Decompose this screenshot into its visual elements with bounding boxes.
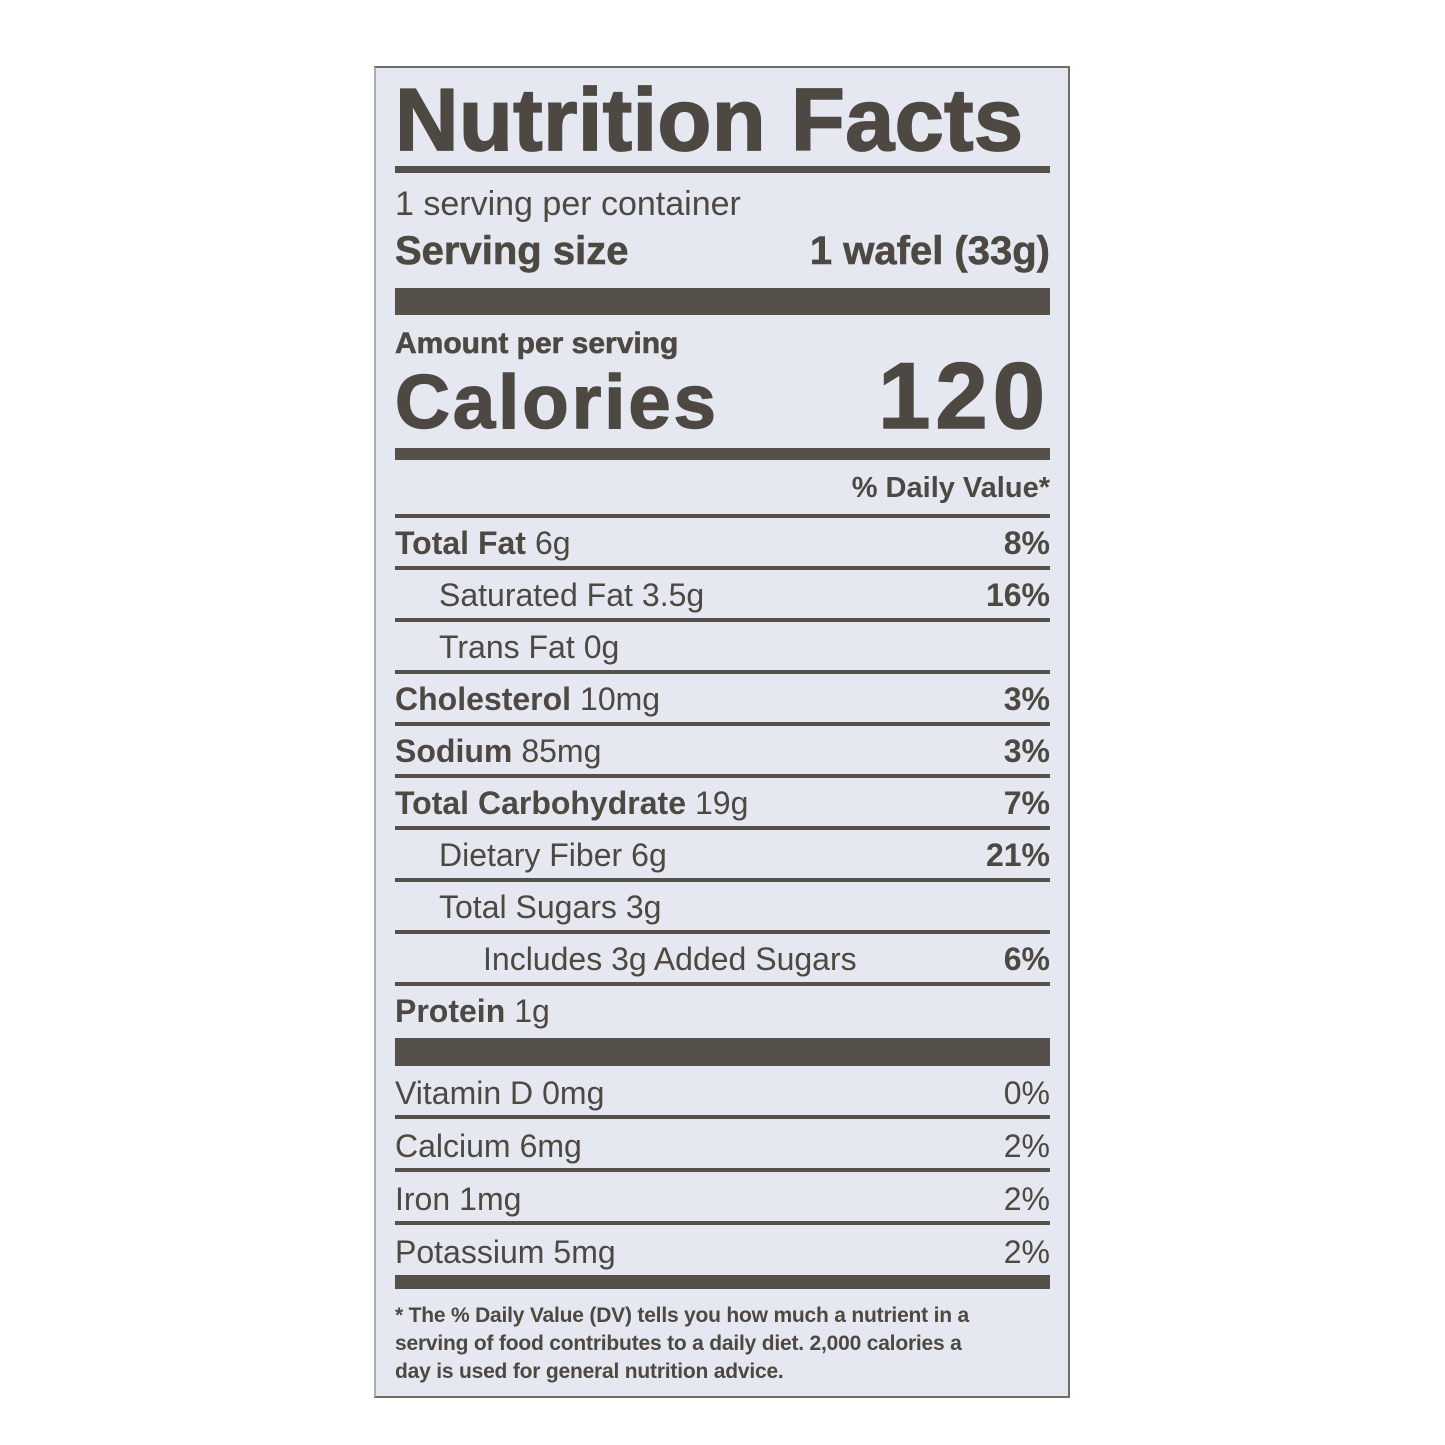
nutrient-row-added-sugars: Includes 3g Added Sugars 6%: [395, 934, 1050, 982]
divider: [395, 566, 1050, 570]
medium-separator-bar-bottom: [395, 1275, 1050, 1289]
amount-per-serving: Amount per serving: [395, 327, 679, 361]
nutrient-row-total-fat: Total Fat 6g 8%: [395, 518, 1050, 566]
nutrient-name: Trans Fat: [439, 629, 575, 665]
divider: [395, 1168, 1050, 1172]
vitamin-row-vitamin-d: Vitamin D 0mg 0%: [395, 1066, 1050, 1115]
vitamin-daily-value: 2%: [1003, 1128, 1050, 1164]
nutrient-row-cholesterol: Cholesterol 10mg 3%: [395, 674, 1050, 722]
divider: [395, 1221, 1050, 1225]
footnote-line: * The % Daily Value (DV) tells you how m…: [395, 1304, 969, 1327]
nutrient-daily-value: 6%: [1003, 941, 1050, 977]
vitamin-name: Potassium: [395, 1234, 545, 1270]
nutrient-row-sodium: Sodium 85mg 3%: [395, 726, 1050, 774]
nutrient-daily-value: 21%: [985, 837, 1050, 873]
nutrient-row-saturated-fat: Saturated Fat 3.5g 16%: [395, 570, 1050, 618]
nutrition-facts-label: Nutrition Facts 1 serving per container …: [374, 66, 1070, 1398]
nutrient-amount: 10mg: [580, 681, 661, 717]
nutrient-amount: 6g: [534, 525, 571, 561]
vitamin-daily-value: 2%: [1003, 1234, 1050, 1270]
vitamin-name: Calcium: [395, 1128, 511, 1164]
vitamin-daily-value: 2%: [1003, 1181, 1050, 1217]
divider: [395, 514, 1050, 518]
daily-value-header: % Daily Value*: [851, 472, 1050, 504]
nutrient-row-dietary-fiber: Dietary Fiber 6g 21%: [395, 830, 1050, 878]
nutrient-amount: 0g: [583, 629, 620, 665]
vitamin-row-calcium: Calcium 6mg 2%: [395, 1119, 1050, 1168]
vitamin-amount: 1mg: [459, 1181, 522, 1217]
thick-separator-bar-middle: [395, 1038, 1050, 1066]
calories-label: Calories: [394, 360, 719, 445]
nutrient-name: Dietary Fiber: [439, 837, 623, 873]
nutrient-row-total-sugars: Total Sugars 3g: [395, 882, 1050, 930]
nutrient-name: Total Carbohydrate: [395, 785, 686, 821]
nutrient-daily-value: 16%: [985, 577, 1050, 613]
divider: [395, 982, 1050, 986]
nutrient-name: Total Fat: [395, 525, 526, 561]
nutrient-name: Sodium: [395, 733, 513, 769]
divider: [395, 930, 1050, 934]
nutrient-name: Saturated Fat: [439, 577, 633, 613]
nutrient-daily-value: 8%: [1003, 525, 1050, 561]
vitamin-amount: 0mg: [542, 1075, 605, 1111]
vitamin-daily-value: 0%: [1003, 1075, 1050, 1111]
vitamin-name: Iron: [395, 1181, 451, 1217]
divider: [395, 618, 1050, 622]
nutrient-daily-value: 7%: [1003, 785, 1050, 821]
divider: [395, 670, 1050, 674]
nutrient-name: Cholesterol: [395, 681, 572, 717]
servings-per-container: 1 serving per container: [395, 185, 741, 223]
calories-row: Calories 120: [394, 343, 1050, 448]
nutrient-amount: 85mg: [521, 733, 602, 769]
nutrient-amount: 19g: [695, 785, 749, 821]
divider: [395, 1115, 1050, 1119]
divider: [395, 826, 1050, 830]
nutrient-name: Total Sugars: [439, 889, 617, 925]
footnote-line: day is used for general nutrition advice…: [395, 1360, 784, 1383]
vitamin-row-potassium: Potassium 5mg 2%: [395, 1225, 1050, 1274]
nutrient-name: Includes 3g Added Sugars: [483, 941, 857, 977]
footnote-line: serving of food contributes to a daily d…: [395, 1332, 962, 1355]
label-title: Nutrition Facts: [394, 70, 1024, 169]
divider: [395, 774, 1050, 778]
vitamin-row-iron: Iron 1mg 2%: [395, 1172, 1050, 1221]
nutrient-amount: 1g: [514, 993, 550, 1029]
calories-value: 120: [877, 343, 1050, 448]
nutrient-row-protein: Protein 1g: [395, 986, 1050, 1038]
nutrient-daily-value: 3%: [1003, 681, 1050, 717]
divider-under-calories: [395, 448, 1050, 460]
nutrient-row-trans-fat: Trans Fat 0g: [395, 622, 1050, 670]
nutrient-daily-value: 3%: [1003, 733, 1050, 769]
divider: [395, 878, 1050, 882]
vitamin-amount: 5mg: [553, 1234, 616, 1270]
nutrient-amount: 3.5g: [641, 577, 705, 613]
divider-under-title: [395, 166, 1050, 173]
vitamin-name: Vitamin D: [395, 1075, 534, 1111]
serving-size-row: Serving size 1 wafel (33g): [395, 227, 1051, 275]
divider: [395, 722, 1050, 726]
serving-size-label: Serving size: [395, 229, 629, 274]
thick-separator-bar-top: [395, 288, 1050, 315]
vitamin-amount: 6mg: [519, 1128, 582, 1164]
nutrient-row-total-carbohydrate: Total Carbohydrate 19g 7%: [395, 778, 1050, 826]
nutrient-name: Protein: [395, 993, 506, 1029]
nutrient-amount: 6g: [631, 837, 667, 873]
nutrient-amount: 3g: [625, 889, 662, 925]
daily-value-footnote: * The % Daily Value (DV) tells you how m…: [395, 1302, 1050, 1386]
serving-size-value: 1 wafel (33g): [809, 229, 1051, 274]
